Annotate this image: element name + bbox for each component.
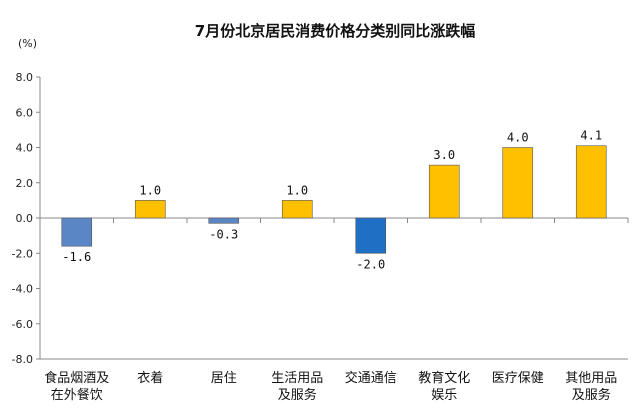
bar-value-label: -1.6 — [62, 250, 91, 264]
bar — [575, 145, 607, 219]
bar — [61, 217, 93, 247]
y-tick-label: 2.0 — [16, 177, 34, 190]
x-category-label: 其他用品 — [565, 371, 617, 386]
y-unit-label: (%) — [18, 37, 37, 50]
y-tick-label: 6.0 — [16, 106, 34, 119]
bar-value-label: -0.3 — [209, 227, 238, 241]
x-category-label: 交通通信 — [345, 370, 397, 386]
x-category-label: 食品烟酒及 — [44, 370, 109, 386]
bar — [134, 200, 166, 219]
y-tick-label: 4.0 — [16, 142, 34, 155]
bar-value-label: 1.0 — [286, 183, 308, 197]
y-tick-label: -8.0 — [12, 353, 33, 366]
x-category-label: 居住 — [211, 371, 237, 386]
bar — [208, 217, 240, 224]
y-tick-label: -2.0 — [12, 247, 33, 260]
bar — [281, 200, 313, 219]
bar-value-label: 3.0 — [433, 148, 455, 162]
bar — [355, 217, 387, 254]
x-category-label: 在外餐饮 — [51, 387, 103, 403]
x-category-label: 及服务 — [278, 387, 317, 403]
bar-value-label: 1.0 — [139, 183, 161, 197]
x-category-label: 衣着 — [137, 370, 163, 386]
axes: 8.0 6.0 4.0 2.0 0.0 -2.0 -4.0 -6.0 -8.0 — [12, 71, 629, 366]
chart-title: 7月份北京居民消费价格分类别同比涨跌幅 — [195, 22, 475, 40]
x-category-label: 娱乐 — [431, 388, 457, 403]
x-category-label: 及服务 — [572, 387, 611, 403]
y-tick-label: -4.0 — [12, 283, 33, 296]
y-tick-label: 8.0 — [16, 71, 34, 84]
x-category-label: 医疗保健 — [492, 371, 544, 386]
bar — [428, 164, 460, 219]
x-category-label: 教育文化 — [418, 370, 470, 386]
x-category-label: 生活用品 — [271, 371, 323, 386]
labels-group: -1.6食品烟酒及在外餐饮1.0衣着-0.3居住1.0生活用品及服务-2.0交通… — [44, 129, 617, 403]
bar — [502, 147, 534, 219]
bar-value-label: -2.0 — [356, 257, 385, 271]
y-tick-label: -6.0 — [12, 318, 33, 331]
bar-value-label: 4.1 — [580, 129, 602, 143]
bars-group — [61, 145, 607, 254]
bar-value-label: 4.0 — [507, 131, 529, 145]
y-tick-label: 0.0 — [16, 212, 34, 225]
